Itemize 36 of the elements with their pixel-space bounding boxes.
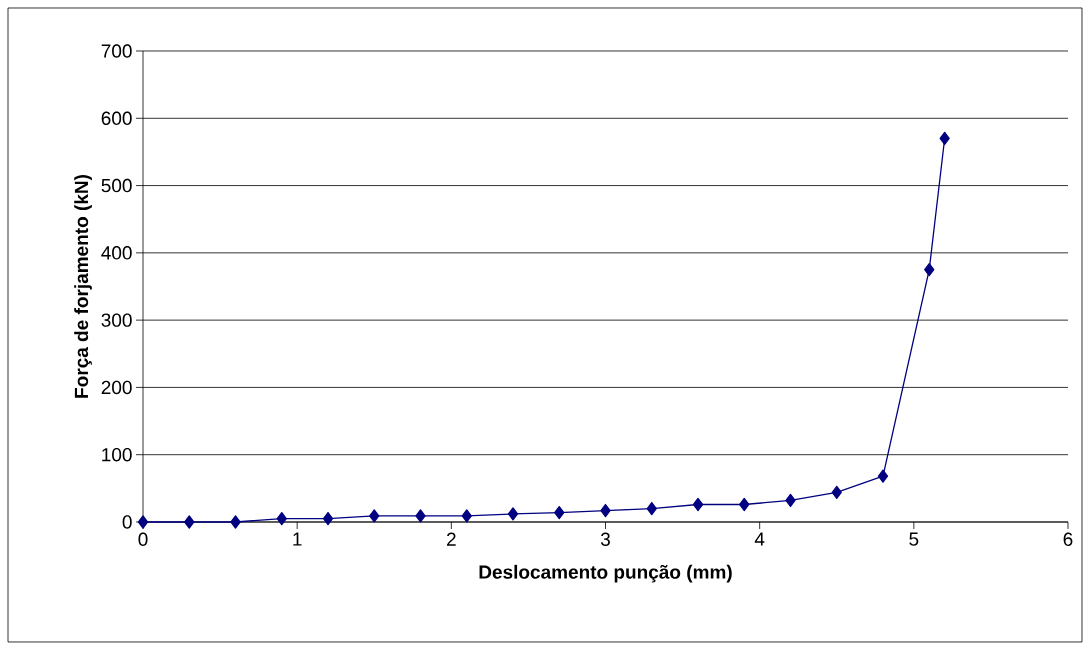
x-tick-label: 6 <box>1063 532 1073 546</box>
y-tick-label: 700 <box>101 44 132 58</box>
point <box>600 503 611 518</box>
x-tick-label: 2 <box>447 532 456 546</box>
y-tick-label: 500 <box>101 178 132 193</box>
point <box>184 515 195 529</box>
y-tick-label: 0 <box>122 515 132 529</box>
point <box>276 511 287 526</box>
y-tick-label: 400 <box>101 246 132 260</box>
point <box>369 509 380 523</box>
point <box>646 501 657 516</box>
y-tick-label: 100 <box>102 447 132 462</box>
point <box>877 469 889 483</box>
y-tick-label: 300 <box>101 313 132 327</box>
x-tick-label: 5 <box>909 532 919 546</box>
point <box>692 497 704 512</box>
point <box>507 507 519 521</box>
y-tick-label: 200 <box>101 380 132 395</box>
point <box>230 515 241 529</box>
point <box>322 511 334 526</box>
point <box>415 509 426 523</box>
y-axis-title: Força de forjamento (kN) <box>74 175 92 398</box>
point <box>924 263 935 277</box>
y-tick-label: 600 <box>101 111 132 126</box>
point <box>137 515 149 529</box>
x-tick-label: 3 <box>600 532 610 546</box>
point <box>554 505 565 520</box>
point <box>785 493 796 508</box>
x-tick-label: 1 <box>293 532 302 546</box>
point <box>831 485 842 500</box>
x-tick-label: 4 <box>754 532 765 546</box>
x-axis-title: Deslocamento punção (mm) <box>479 564 732 583</box>
x-tick-label: 0 <box>138 532 148 546</box>
point <box>939 131 950 146</box>
point <box>739 497 750 512</box>
point <box>461 509 472 523</box>
